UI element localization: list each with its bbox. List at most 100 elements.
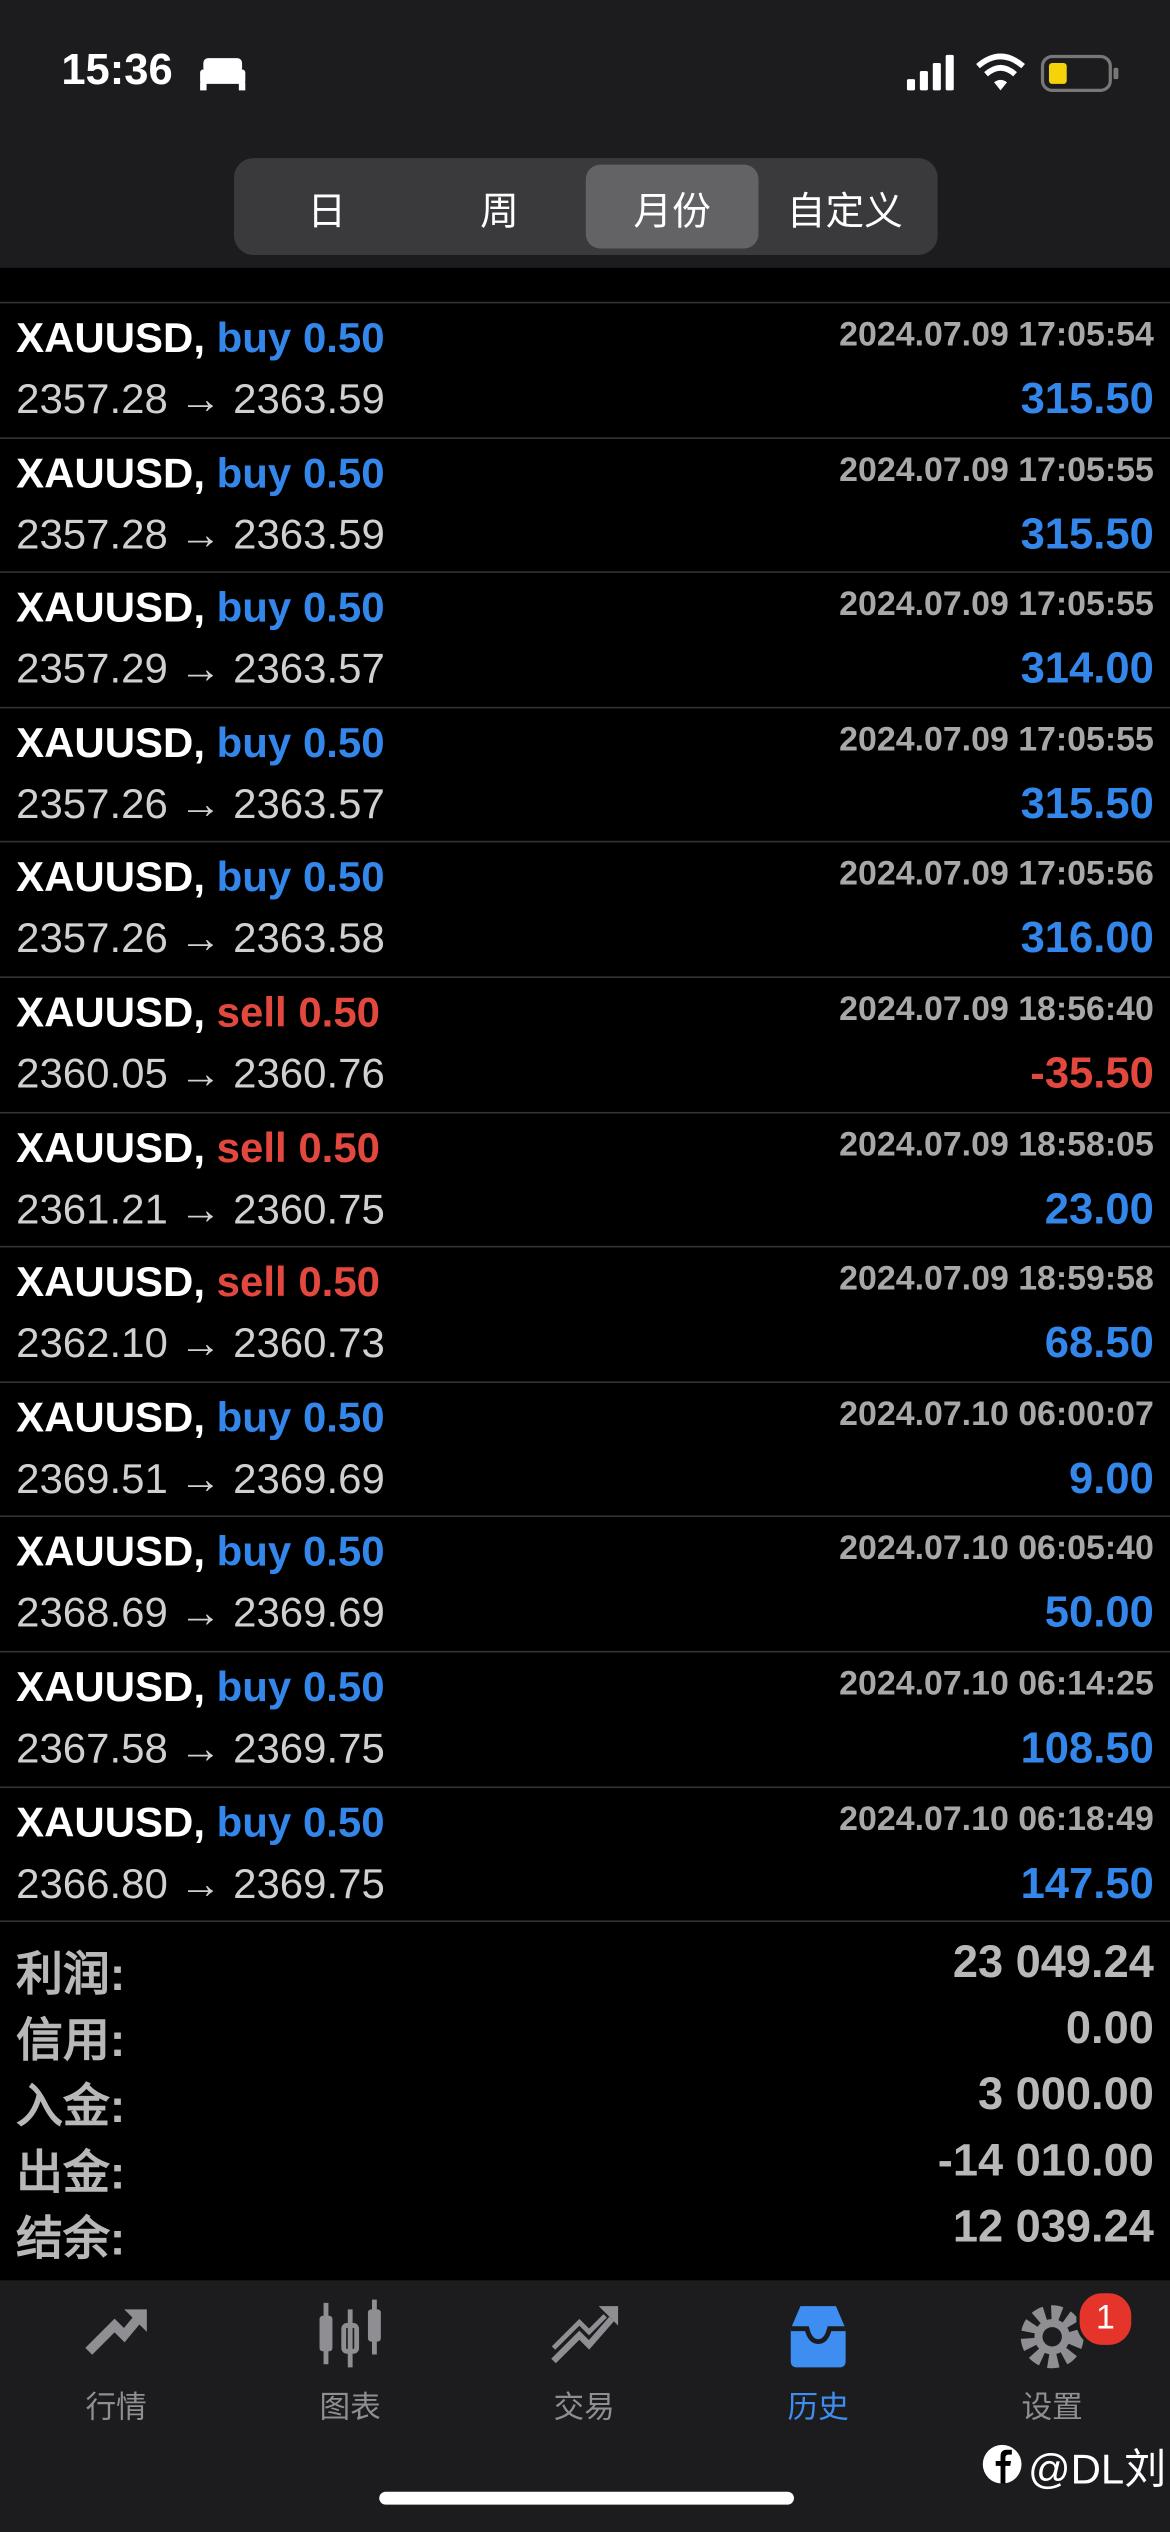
open-price: 2360.05 bbox=[16, 1048, 168, 1098]
volume: 0.50 bbox=[302, 1662, 385, 1711]
arrow: → bbox=[179, 374, 222, 423]
summary-label: 结余: bbox=[16, 2214, 126, 2266]
side: sell bbox=[216, 1257, 287, 1306]
trade-prices: 2366.80 → 2369.75 bbox=[16, 1858, 385, 1908]
status-time: 15:36 bbox=[61, 45, 173, 94]
trade-row[interactable]: XAUUSD, buy 0.50 2024.07.10 06:00:07 2369.… bbox=[0, 1381, 1170, 1516]
profit: 315.50 bbox=[1020, 374, 1154, 423]
trade-row[interactable]: XAUUSD, sell 0.50 2024.07.09 18:56:40 2360… bbox=[0, 976, 1170, 1111]
symbol: XAUUSD, bbox=[16, 987, 205, 1037]
nav-item[interactable]: 交易 bbox=[495, 2296, 673, 2427]
trade-time: 2024.07.10 06:05:40 bbox=[839, 1530, 1154, 1568]
nav-item[interactable]: 图表 bbox=[261, 2296, 439, 2427]
nav-label: 交易 bbox=[553, 2391, 615, 2426]
trade-time: 2024.07.09 17:05:55 bbox=[839, 586, 1154, 624]
side: buy bbox=[216, 1797, 292, 1846]
profit: 108.50 bbox=[1020, 1723, 1154, 1772]
nav-item[interactable]: 设置 bbox=[963, 2296, 1141, 2427]
nav-item[interactable]: 历史 bbox=[729, 2296, 907, 2427]
trade-prices: 2368.69 → 2369.69 bbox=[16, 1589, 385, 1639]
summary-row: 利润: 23 049.24 bbox=[0, 1937, 1170, 2003]
trade-row[interactable]: XAUUSD, buy 0.50 2024.07.09 17:05:55 2357.… bbox=[0, 571, 1170, 707]
volume: 0.50 bbox=[302, 1392, 385, 1441]
side: buy bbox=[216, 582, 292, 632]
sleep-icon bbox=[200, 58, 246, 91]
close-price: 2369.75 bbox=[233, 1723, 385, 1772]
close-price: 2363.57 bbox=[233, 779, 385, 828]
close-price: 2360.76 bbox=[233, 1048, 385, 1098]
summary-label: 出金: bbox=[16, 2147, 126, 2200]
trade-title: XAUUSD, buy 0.50 bbox=[16, 1392, 384, 1442]
trade-row[interactable]: XAUUSD, buy 0.50 2024.07.09 17:05:55 2357.… bbox=[0, 436, 1170, 572]
symbol: XAUUSD, bbox=[16, 1392, 205, 1441]
trade-title: XAUUSD, buy 0.50 bbox=[16, 583, 384, 633]
arrow: → bbox=[179, 644, 222, 693]
symbol: XAUUSD, bbox=[16, 313, 205, 362]
side: sell bbox=[216, 987, 287, 1037]
symbol: XAUUSD, bbox=[16, 1527, 205, 1576]
profit: 316.00 bbox=[1020, 914, 1154, 963]
trade-row[interactable]: XAUUSD, buy 0.50 2024.07.10 06:05:40 2368.… bbox=[0, 1515, 1170, 1651]
open-price: 2369.51 bbox=[16, 1453, 168, 1503]
symbol: XAUUSD, bbox=[16, 1662, 205, 1711]
tab[interactable]: 周 bbox=[480, 189, 519, 234]
nav-item[interactable]: 行情 bbox=[27, 2296, 205, 2427]
close-price: 2363.59 bbox=[233, 374, 385, 423]
close-price: 2369.69 bbox=[233, 1588, 385, 1638]
volume: 0.50 bbox=[302, 313, 385, 362]
close-price: 2363.57 bbox=[233, 644, 385, 693]
trade-row[interactable]: XAUUSD, sell 0.50 2024.07.09 18:59:58 2362… bbox=[0, 1246, 1170, 1381]
open-price: 2368.69 bbox=[16, 1588, 168, 1638]
symbol: XAUUSD, bbox=[16, 717, 205, 767]
side: buy bbox=[216, 717, 292, 767]
trade-title: XAUUSD, buy 0.50 bbox=[16, 448, 384, 498]
trade-row[interactable]: XAUUSD, buy 0.50 2024.07.09 17:05:55 2357.… bbox=[0, 706, 1170, 842]
trade-row[interactable]: XAUUSD, buy 0.50 2024.07.10 06:14:25 2367.… bbox=[0, 1650, 1170, 1786]
trade-row[interactable]: XAUUSD, buy 0.50 2024.07.09 17:05:54 2357.… bbox=[0, 301, 1170, 437]
trade-title: XAUUSD, buy 0.50 bbox=[16, 313, 384, 363]
open-price: 2367.58 bbox=[16, 1723, 168, 1772]
summary-value: 3 000.00 bbox=[977, 2068, 1154, 2119]
open-price: 2361.21 bbox=[16, 1183, 168, 1233]
tab[interactable]: 自定义 bbox=[786, 189, 903, 234]
trade-title: XAUUSD, sell 0.50 bbox=[16, 988, 380, 1038]
trade-prices: 2362.10 → 2360.73 bbox=[16, 1319, 385, 1369]
header: 15:36 日 周 月份 自定义 bbox=[0, 0, 1170, 268]
symbol: XAUUSD, bbox=[16, 1257, 205, 1306]
summary-label: 利润: bbox=[16, 1949, 126, 2002]
trade-title: XAUUSD, buy 0.50 bbox=[16, 718, 384, 768]
separator bbox=[0, 1920, 1170, 1923]
trade-prices: 2357.26 → 2363.57 bbox=[16, 779, 385, 829]
trade-prices: 2357.28 → 2363.59 bbox=[16, 509, 385, 559]
trade-row[interactable]: XAUUSD, sell 0.50 2024.07.09 18:58:05 2361… bbox=[0, 1111, 1170, 1246]
side: buy bbox=[216, 1662, 292, 1711]
close-price: 2360.73 bbox=[233, 1318, 385, 1368]
trade-row[interactable]: XAUUSD, buy 0.50 2024.07.10 06:18:49 2366.… bbox=[0, 1785, 1170, 1921]
arrow: → bbox=[179, 509, 222, 558]
trade-row[interactable]: XAUUSD, buy 0.50 2024.07.09 17:05:56 2357.… bbox=[0, 841, 1170, 976]
trade-title: XAUUSD, sell 0.50 bbox=[16, 1257, 380, 1307]
watermark: @DL刘 bbox=[1027, 2444, 1167, 2494]
trade-title: XAUUSD, buy 0.50 bbox=[16, 1797, 384, 1847]
trade-prices: 2357.28 → 2363.59 bbox=[16, 374, 385, 424]
home-indicator bbox=[379, 2491, 794, 2505]
segmented-control: 日 周 月份 自定义 bbox=[233, 158, 938, 255]
summary-label: 入金: bbox=[16, 2081, 126, 2134]
open-price: 2357.28 bbox=[16, 509, 168, 558]
volume: 0.50 bbox=[302, 1797, 385, 1846]
volume: 0.50 bbox=[302, 582, 385, 632]
side: buy bbox=[216, 447, 292, 497]
volume: 0.50 bbox=[302, 717, 385, 767]
summary-value: 0.00 bbox=[1065, 2002, 1154, 2053]
trade-title: XAUUSD, buy 0.50 bbox=[16, 853, 384, 903]
symbol: XAUUSD, bbox=[16, 1797, 205, 1846]
arrow: → bbox=[179, 1048, 222, 1098]
tab[interactable]: 月份 bbox=[585, 164, 759, 249]
summary-label: 信用: bbox=[16, 2015, 126, 2068]
facebook-icon bbox=[982, 2444, 1022, 2484]
trade-prices: 2367.58 → 2369.75 bbox=[16, 1724, 385, 1774]
trade-time: 2024.07.10 06:18:49 bbox=[839, 1800, 1154, 1838]
nav-icon bbox=[85, 2309, 147, 2355]
tab[interactable]: 日 bbox=[307, 189, 347, 234]
